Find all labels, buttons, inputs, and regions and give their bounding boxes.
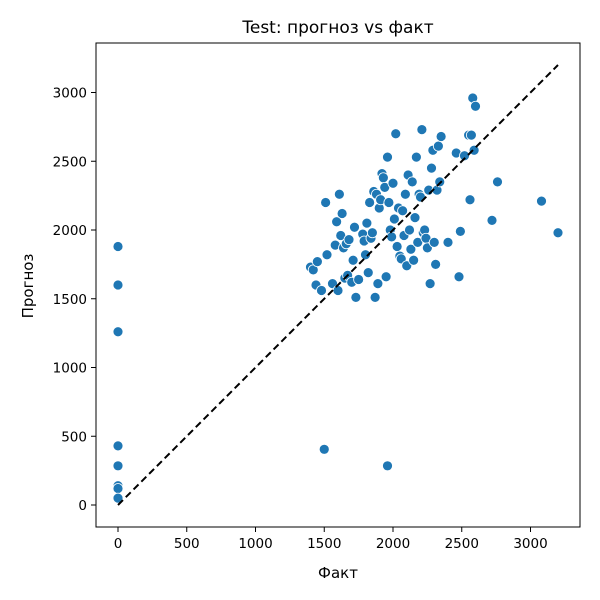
x-tick-label: 0	[114, 536, 123, 552]
data-point	[432, 140, 444, 152]
data-point	[361, 217, 373, 229]
data-point	[112, 460, 124, 472]
data-point	[430, 258, 442, 270]
plot-area: 0 500 1000 1500 2000 2500 3000 0 500 1000 1500 2000…	[53, 42, 581, 552]
data-point	[112, 483, 124, 494]
data-point	[311, 256, 323, 268]
data-point	[320, 197, 332, 208]
data-point	[426, 162, 437, 174]
axes-frame	[95, 42, 581, 528]
data-point	[377, 172, 389, 184]
data-point	[336, 208, 348, 219]
x-tick-label: 500	[174, 536, 200, 552]
y-tick-label: 2000	[53, 223, 87, 239]
data-point	[112, 279, 124, 291]
x-tick-label: 3000	[513, 536, 547, 552]
chart-title: Test: прогноз vs факт	[241, 18, 433, 38]
data-point	[536, 195, 547, 207]
data-point	[383, 197, 395, 208]
data-point	[454, 225, 466, 237]
data-point	[442, 236, 454, 248]
data-point	[470, 100, 481, 112]
data-point	[382, 460, 393, 472]
data-point	[112, 326, 124, 338]
data-point	[464, 194, 476, 206]
data-point	[552, 227, 564, 239]
data-point	[350, 291, 362, 303]
data-point	[347, 254, 359, 266]
data-point	[409, 212, 421, 224]
data-point	[318, 443, 330, 455]
y-tick-label: 1000	[53, 361, 87, 377]
data-point	[404, 224, 415, 236]
data-point	[331, 216, 343, 228]
data-point	[435, 131, 447, 142]
data-point	[362, 267, 374, 279]
data-point	[459, 150, 470, 162]
data-point	[388, 213, 400, 225]
y-tick-label: 2500	[53, 154, 87, 170]
data-point	[321, 249, 333, 261]
x-tick-label: 1500	[307, 536, 341, 552]
x-tick-label: 2000	[376, 536, 410, 552]
data-point	[465, 129, 477, 141]
data-point	[428, 236, 440, 248]
data-point	[369, 291, 381, 303]
data-point	[112, 440, 124, 452]
y-axis-label: Прогноз	[19, 254, 37, 319]
y-tick-label: 3000	[53, 86, 87, 102]
data-point	[399, 188, 411, 200]
data-point	[386, 231, 398, 243]
data-point	[112, 241, 124, 252]
data-point	[366, 227, 378, 239]
y-tick-label: 1500	[53, 292, 87, 308]
data-point	[408, 254, 420, 266]
y-tick-label: 0	[78, 498, 87, 514]
data-point	[453, 271, 465, 283]
data-point	[405, 243, 417, 255]
reference-line	[117, 64, 559, 506]
data-point	[397, 205, 409, 217]
data-point	[112, 492, 124, 504]
data-point	[406, 176, 418, 188]
x-tick-label: 2500	[445, 536, 479, 552]
data-point	[382, 151, 393, 163]
data-point	[486, 214, 498, 226]
data-point	[353, 274, 365, 285]
x-tick-label: 1000	[238, 536, 272, 552]
data-point	[387, 177, 399, 189]
data-point	[390, 128, 402, 140]
data-point	[410, 151, 422, 163]
data-point	[415, 191, 426, 203]
x-axis-label: Факт	[318, 564, 358, 582]
data-point	[360, 249, 371, 261]
data-point	[316, 285, 327, 296]
data-point	[492, 176, 503, 188]
data-point	[416, 124, 428, 136]
data-point	[380, 271, 392, 283]
data-point	[391, 241, 403, 252]
data-point	[333, 188, 345, 200]
data-point	[332, 285, 344, 296]
data-point	[349, 221, 360, 233]
y-tick-label: 500	[61, 429, 87, 445]
data-point	[372, 278, 384, 290]
data-point	[364, 197, 376, 208]
data-point	[343, 234, 355, 246]
data-point	[424, 278, 436, 290]
